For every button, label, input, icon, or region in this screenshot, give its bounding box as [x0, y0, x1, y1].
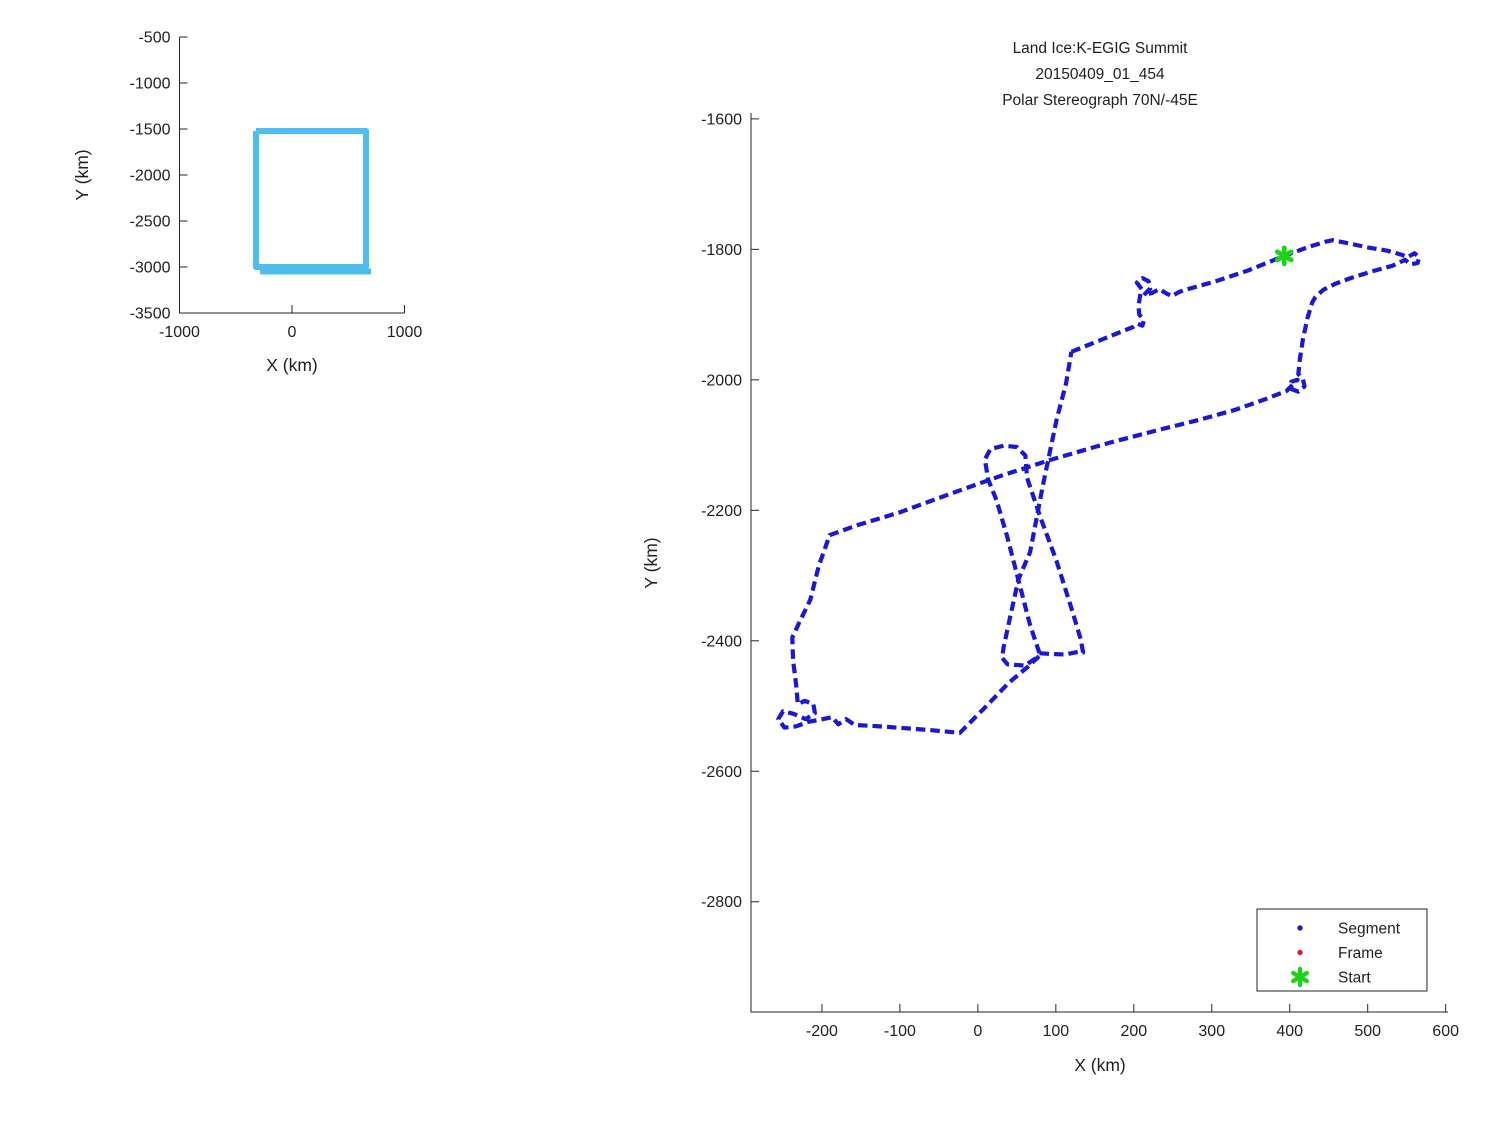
x-tick-label: 0 [973, 1023, 982, 1040]
y-tick-label: -1500 [130, 122, 171, 139]
x-tick-label: 300 [1198, 1023, 1225, 1040]
y-tick-label: -2200 [701, 503, 742, 520]
axis-spine [750, 113, 1448, 1013]
y-tick-label: -2600 [701, 764, 742, 781]
x-tick-label: 100 [1042, 1023, 1069, 1040]
x-tick-label: 500 [1354, 1023, 1381, 1040]
flight-track-plot: -200 -100 0 100 200 300 400 500 600 -1600 -1800 -20… [641, 40, 1459, 1075]
x-tick-label: -100 [884, 1023, 916, 1040]
legend-start-marker-icon [1290, 966, 1310, 988]
flight-bounding-box [253, 128, 369, 270]
y-tick-label: -500 [138, 30, 170, 47]
y-tick-label: -1000 [130, 76, 171, 93]
overview-ylabel: Y (km) [72, 149, 92, 200]
x-tick-label: 0 [288, 324, 297, 341]
plot-title-line2: 20150409_01_454 [1035, 66, 1165, 83]
flight-ylabel: Y (km) [641, 537, 661, 588]
y-tick-label: -1800 [701, 242, 742, 259]
x-tick-label: -200 [806, 1023, 838, 1040]
legend-segment-label: Segment [1338, 921, 1401, 938]
legend-box [1256, 908, 1428, 992]
y-tick-label: -2800 [701, 894, 742, 911]
overview-xlabel: X (km) [266, 355, 318, 375]
x-tick-label: -1000 [159, 324, 200, 341]
x-tick-label: 1000 [387, 324, 423, 341]
x-tick-label: 600 [1432, 1023, 1459, 1040]
y-tick-label: -2000 [701, 372, 742, 389]
segment-track-summit-hairpin [982, 443, 1086, 657]
y-tick-label: -1600 [701, 111, 742, 128]
y-tick-label: -2000 [130, 168, 171, 185]
start-marker [1274, 245, 1294, 267]
y-tick-label: -2400 [701, 633, 742, 650]
x-tick-label: 400 [1276, 1023, 1303, 1040]
y-tick-label: -3500 [130, 306, 171, 323]
legend-segment-marker-icon [1297, 925, 1303, 931]
overview-plot: -1000 0 1000 -500 -1000 -1500 -2000 -2500 -3000 -… [72, 30, 422, 376]
plot-title-line1: Land Ice:K-EGIG Summit [1013, 40, 1189, 57]
flight-xlabel: X (km) [1074, 1055, 1126, 1075]
y-tick-label: -3000 [130, 260, 171, 277]
legend-frame-marker-icon [1297, 949, 1303, 956]
x-tick-label: 200 [1120, 1023, 1147, 1040]
legend-start-label: Start [1338, 970, 1371, 987]
legend-frame-label: Frame [1338, 945, 1383, 962]
legend: Segment Frame Start [1256, 908, 1428, 992]
plot-title-line3: Polar Stereograph 70N/-45E [1002, 92, 1198, 109]
y-tick-label: -2500 [130, 214, 171, 231]
segment-track-main-circuit [776, 238, 1422, 735]
